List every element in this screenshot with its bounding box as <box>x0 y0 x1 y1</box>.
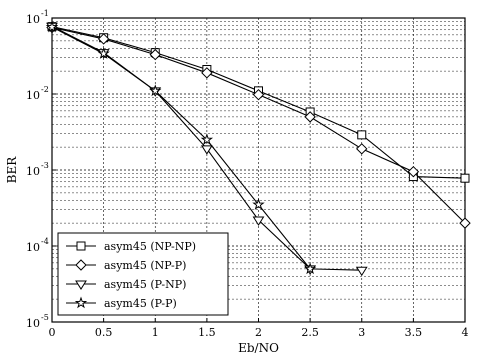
data-point <box>357 130 367 140</box>
y-tick-label: 10 <box>26 165 40 178</box>
data-point <box>252 88 265 101</box>
x-tick-label: 4 <box>462 326 469 339</box>
y-tick-exponent: -4 <box>41 237 49 246</box>
series-lines <box>45 20 471 277</box>
data-point <box>407 165 420 178</box>
y-tick-label: 10 <box>26 241 40 254</box>
y-tick-label: 10 <box>26 89 40 102</box>
y-tick-exponent: -5 <box>41 313 49 322</box>
y-tick-exponent: -1 <box>41 9 49 18</box>
y-tick-exponent: -3 <box>41 161 49 170</box>
data-point <box>149 48 161 61</box>
x-tick-label: 0 <box>49 326 56 339</box>
legend-marker <box>75 280 87 290</box>
y-axis-label: BER <box>5 156 19 184</box>
data-point <box>200 133 214 146</box>
legend-entry: asym45 (P-NP) <box>104 278 186 291</box>
x-tick-label: 2 <box>255 326 262 339</box>
axis-ticks: 0 0.5 1 1.5 2 2.5 3 3.5 410-110-210-310-410-5 <box>26 9 469 339</box>
y-tick-label: 10 <box>26 13 40 26</box>
legend-entry: asym45 (NP-P) <box>104 259 186 272</box>
y-tick-exponent: -2 <box>41 85 49 94</box>
series-line <box>51 26 311 270</box>
data-point <box>45 20 59 33</box>
x-tick-label: 1.5 <box>198 326 216 339</box>
legend-entry: asym45 (NP-NP) <box>104 240 196 253</box>
legend-marker <box>76 241 86 251</box>
data-point <box>303 262 317 275</box>
data-point <box>149 84 162 97</box>
series-4 <box>45 20 317 275</box>
data-point <box>201 67 213 79</box>
data-point <box>97 47 110 59</box>
data-point <box>459 217 471 229</box>
x-tick-label: 3.5 <box>405 326 423 339</box>
data-point <box>252 216 265 226</box>
data-point <box>355 266 368 277</box>
series-line <box>51 26 466 224</box>
data-point <box>356 143 368 155</box>
data-point <box>200 145 213 155</box>
data-point <box>304 111 316 123</box>
x-tick-label: 2.5 <box>301 326 319 339</box>
legend: asym45 (NP-NP) asym45 (NP-P) asym45 (P-NP)… <box>57 232 229 316</box>
data-point <box>460 173 470 183</box>
x-tick-label: 0.5 <box>95 326 113 339</box>
legend-entry: asym45 (P-P) <box>104 297 177 310</box>
y-tick-label: 10 <box>26 317 40 330</box>
x-tick-label: 3 <box>358 326 365 339</box>
x-axis-label: Eb/NO <box>238 341 279 355</box>
x-tick-label: 1 <box>152 326 159 339</box>
data-point <box>97 33 110 45</box>
data-point <box>252 198 265 210</box>
legend-marker <box>75 259 87 271</box>
legend-marker <box>74 296 88 309</box>
series-2 <box>46 21 471 229</box>
